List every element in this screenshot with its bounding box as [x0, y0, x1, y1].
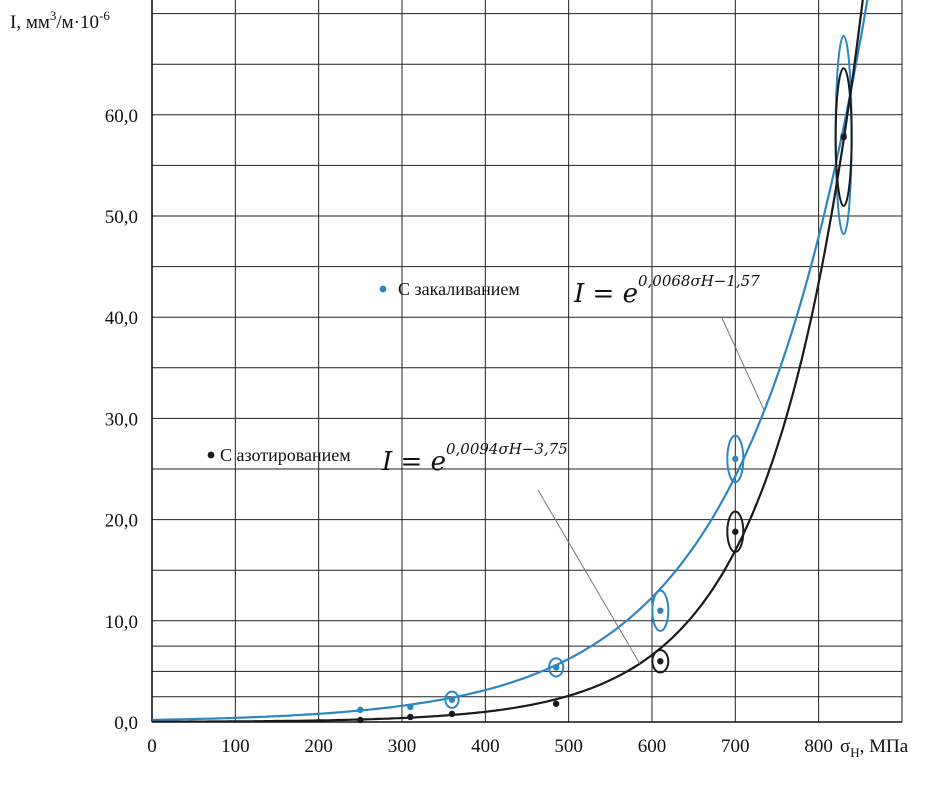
data-point	[552, 700, 560, 707]
fit-equation: I = e0,0068σH−1,57	[573, 272, 760, 309]
x-tick-label: 700	[721, 736, 750, 757]
legend-marker	[207, 451, 215, 459]
y-axis-title: I, мм3/м·10-6	[10, 8, 110, 33]
data-point	[448, 696, 456, 703]
x-tick-label: 0	[147, 736, 157, 757]
data-point	[407, 713, 414, 721]
grid	[152, 0, 903, 722]
fit-curve	[152, 0, 864, 722]
series-nitriding	[152, 0, 864, 724]
data-point	[732, 528, 739, 535]
data-point	[407, 703, 414, 711]
legend-marker	[379, 285, 387, 293]
x-tick-label: 500	[554, 736, 583, 757]
scatter-range-ellipse	[444, 690, 460, 709]
scatter-range-ellipse	[726, 434, 745, 484]
data-point	[732, 455, 739, 463]
x-axis-title: σH, МПа	[840, 736, 909, 760]
fit-curve	[152, 0, 869, 721]
x-tick-label: 400	[471, 736, 500, 757]
x-tick-label: 200	[304, 736, 333, 757]
data-point	[552, 664, 560, 671]
x-tick-label: 100	[221, 736, 250, 757]
scatter-range-ellipse	[651, 589, 670, 632]
data-point	[840, 133, 847, 141]
scatter-range-ellipse	[548, 657, 565, 678]
legend-nitriding: С азотированием I = e0,0094σH−3,75	[207, 440, 641, 665]
legend-label: С закаливанием	[398, 279, 520, 299]
data-point	[657, 658, 664, 665]
y-tick-label: 40,0	[105, 308, 138, 329]
x-tick-label: 300	[388, 736, 417, 757]
y-tick-label: 20,0	[105, 511, 138, 532]
scatter-range-ellipse	[726, 510, 745, 553]
legend-hardening: С закаливанием I = e0,0068σH−1,57	[379, 272, 765, 411]
data-point	[448, 710, 456, 718]
y-tick-label: 30,0	[105, 409, 138, 430]
scatter-range-ellipse	[651, 649, 670, 674]
scatter-range-ellipse	[834, 67, 853, 207]
x-tick-label: 600	[638, 736, 667, 757]
data-point	[657, 607, 664, 614]
y-tick-label: 50,0	[105, 207, 138, 228]
data-point	[357, 716, 364, 724]
x-tick-label: 800	[804, 736, 833, 757]
y-tick-label: 10,0	[105, 612, 138, 633]
y-tick-label: 60,0	[105, 106, 138, 127]
data-point	[357, 706, 364, 714]
leader-line	[721, 317, 765, 411]
series-hardening	[152, 0, 869, 721]
leader-line	[537, 489, 641, 665]
legend-label: С азотированием	[220, 445, 351, 465]
fit-equation: I = e0,0094σH−3,75	[381, 440, 568, 477]
y-tick-label: 0,0	[114, 713, 138, 734]
